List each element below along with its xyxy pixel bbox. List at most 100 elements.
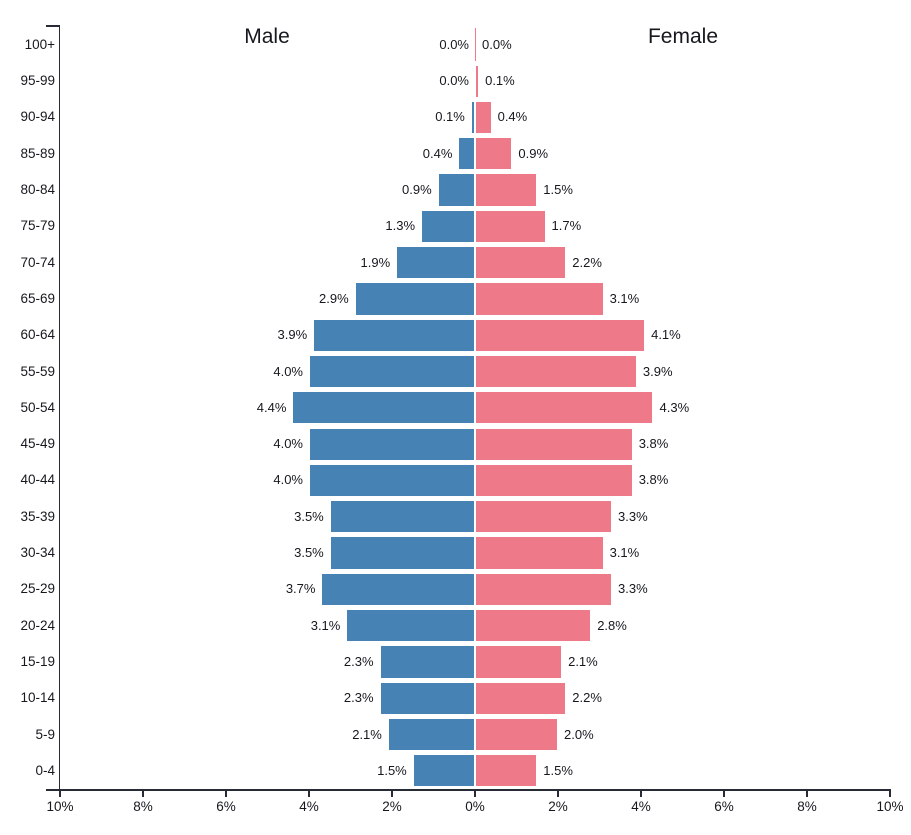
- male-bar: [458, 137, 475, 171]
- male-value-label: 1.3%: [385, 218, 416, 234]
- age-group-label: 95-99: [20, 73, 55, 89]
- female-bar: [475, 282, 604, 316]
- age-group-label: 15-19: [20, 653, 55, 669]
- male-value-label: 4.0%: [273, 363, 303, 379]
- male-value-label: 3.1%: [310, 617, 341, 633]
- female-value-label: 3.3%: [618, 508, 648, 524]
- age-group-label: 35-39: [20, 508, 55, 524]
- female-bar: [475, 717, 558, 752]
- x-axis-tick-label: 2%: [548, 799, 568, 814]
- x-axis-tick-label: 2%: [382, 799, 402, 814]
- female-bar: [475, 173, 538, 207]
- male-bar: [321, 572, 475, 606]
- age-group-label: 70-74: [20, 254, 55, 270]
- male-bar: [309, 463, 475, 498]
- female-bar: [475, 463, 633, 498]
- x-axis-tick: [640, 790, 642, 797]
- male-bar: [309, 427, 475, 461]
- male-value-label: 3.9%: [277, 327, 308, 343]
- male-bar: [313, 318, 475, 352]
- female-value-label: 4.3%: [659, 399, 690, 415]
- female-value-label: 0.1%: [485, 73, 515, 89]
- male-value-label: 0.4%: [422, 145, 453, 161]
- male-bar: [437, 173, 475, 207]
- x-axis-line: [45, 789, 891, 791]
- female-bar: [475, 681, 567, 715]
- male-bar: [354, 282, 475, 316]
- x-axis-tick: [142, 790, 144, 797]
- male-value-label: 4.0%: [273, 436, 303, 452]
- x-axis-tick: [225, 790, 227, 797]
- x-axis-tick-label: 0%: [465, 799, 485, 814]
- x-axis-tick-label: 8%: [797, 799, 817, 814]
- female-value-label: 3.3%: [618, 581, 648, 597]
- male-value-label: 2.3%: [343, 690, 374, 706]
- male-bar: [470, 100, 476, 135]
- age-group-label: 80-84: [20, 182, 55, 197]
- male-value-label: 0.9%: [402, 182, 432, 197]
- age-group-label: 55-59: [20, 363, 55, 379]
- female-value-label: 3.1%: [609, 290, 640, 306]
- female-bar: [475, 100, 492, 135]
- male-value-label: 3.5%: [294, 508, 324, 524]
- female-value-label: 2.1%: [568, 653, 598, 669]
- female-value-label: 4.1%: [651, 327, 681, 343]
- female-bar: [475, 64, 480, 98]
- x-axis-tick: [308, 790, 310, 797]
- x-axis-tick: [723, 790, 725, 797]
- female-value-label: 1.7%: [551, 218, 582, 234]
- female-bar: [475, 28, 476, 62]
- age-group-label: 50-54: [20, 399, 55, 415]
- female-bar: [475, 536, 604, 570]
- female-bar: [475, 754, 538, 788]
- age-group-label: 45-49: [20, 436, 55, 452]
- x-axis-tick-label: 4%: [631, 799, 651, 814]
- female-value-label: 2.2%: [572, 690, 602, 706]
- age-group-label: 10-14: [20, 690, 55, 706]
- female-value-label: 0.9%: [518, 145, 549, 161]
- female-bar: [475, 318, 646, 352]
- male-bar: [379, 681, 475, 715]
- female-bar: [475, 209, 546, 243]
- male-bar: [329, 500, 476, 534]
- male-value-label: 0.0%: [439, 73, 469, 89]
- female-value-label: 3.9%: [642, 363, 673, 379]
- age-group-label: 5-9: [35, 726, 55, 742]
- male-value-label: 2.3%: [343, 653, 374, 669]
- male-bar: [292, 391, 475, 425]
- x-axis-tick: [806, 790, 808, 797]
- x-axis-tick: [474, 790, 476, 797]
- x-axis-tick-label: 10%: [46, 799, 74, 814]
- age-group-label: 60-64: [20, 327, 55, 343]
- male-bar: [309, 354, 475, 389]
- male-value-label: 4.0%: [273, 472, 303, 488]
- female-side-title: Female: [647, 25, 719, 48]
- female-bar: [475, 645, 563, 679]
- x-axis-tick: [59, 790, 61, 797]
- female-value-label: 1.5%: [543, 762, 573, 778]
- age-group-label: 100+: [24, 36, 55, 52]
- female-value-label: 2.8%: [597, 617, 627, 633]
- male-value-label: 1.5%: [377, 762, 407, 778]
- x-axis-tick-label: 8%: [133, 799, 153, 814]
- x-axis-tick-label: 10%: [876, 799, 904, 814]
- female-bar: [475, 137, 513, 171]
- age-group-label: 30-34: [20, 545, 55, 560]
- female-value-label: 3.8%: [638, 436, 669, 452]
- female-bar: [475, 609, 592, 643]
- male-bar: [412, 754, 476, 788]
- male-value-label: 3.5%: [294, 545, 324, 560]
- age-group-label: 75-79: [20, 218, 55, 234]
- age-group-label: 90-94: [20, 109, 55, 125]
- female-value-label: 2.2%: [572, 254, 602, 270]
- x-axis-tick-label: 6%: [216, 799, 236, 814]
- x-axis-tick-label: 6%: [714, 799, 734, 814]
- male-value-label: 2.1%: [352, 726, 382, 742]
- age-group-label: 40-44: [20, 472, 55, 488]
- female-bar: [475, 391, 654, 425]
- x-axis-tick-label: 4%: [299, 799, 319, 814]
- age-group-label: 25-29: [20, 581, 55, 597]
- x-axis-tick: [889, 790, 891, 797]
- male-value-label: 0.0%: [439, 36, 469, 52]
